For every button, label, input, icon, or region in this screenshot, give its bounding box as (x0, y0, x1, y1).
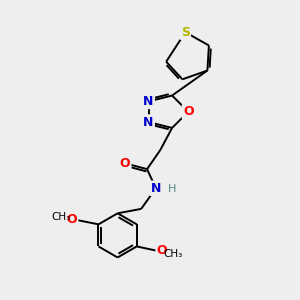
Text: O: O (120, 157, 130, 170)
Text: N: N (151, 182, 161, 195)
Text: S: S (181, 26, 190, 39)
Text: H: H (168, 184, 176, 194)
Text: N: N (143, 95, 154, 108)
Text: O: O (183, 105, 194, 118)
Text: N: N (143, 116, 154, 128)
Text: O: O (157, 244, 167, 257)
Text: CH₃: CH₃ (52, 212, 71, 222)
Text: CH₃: CH₃ (163, 249, 182, 259)
Text: O: O (67, 213, 77, 226)
